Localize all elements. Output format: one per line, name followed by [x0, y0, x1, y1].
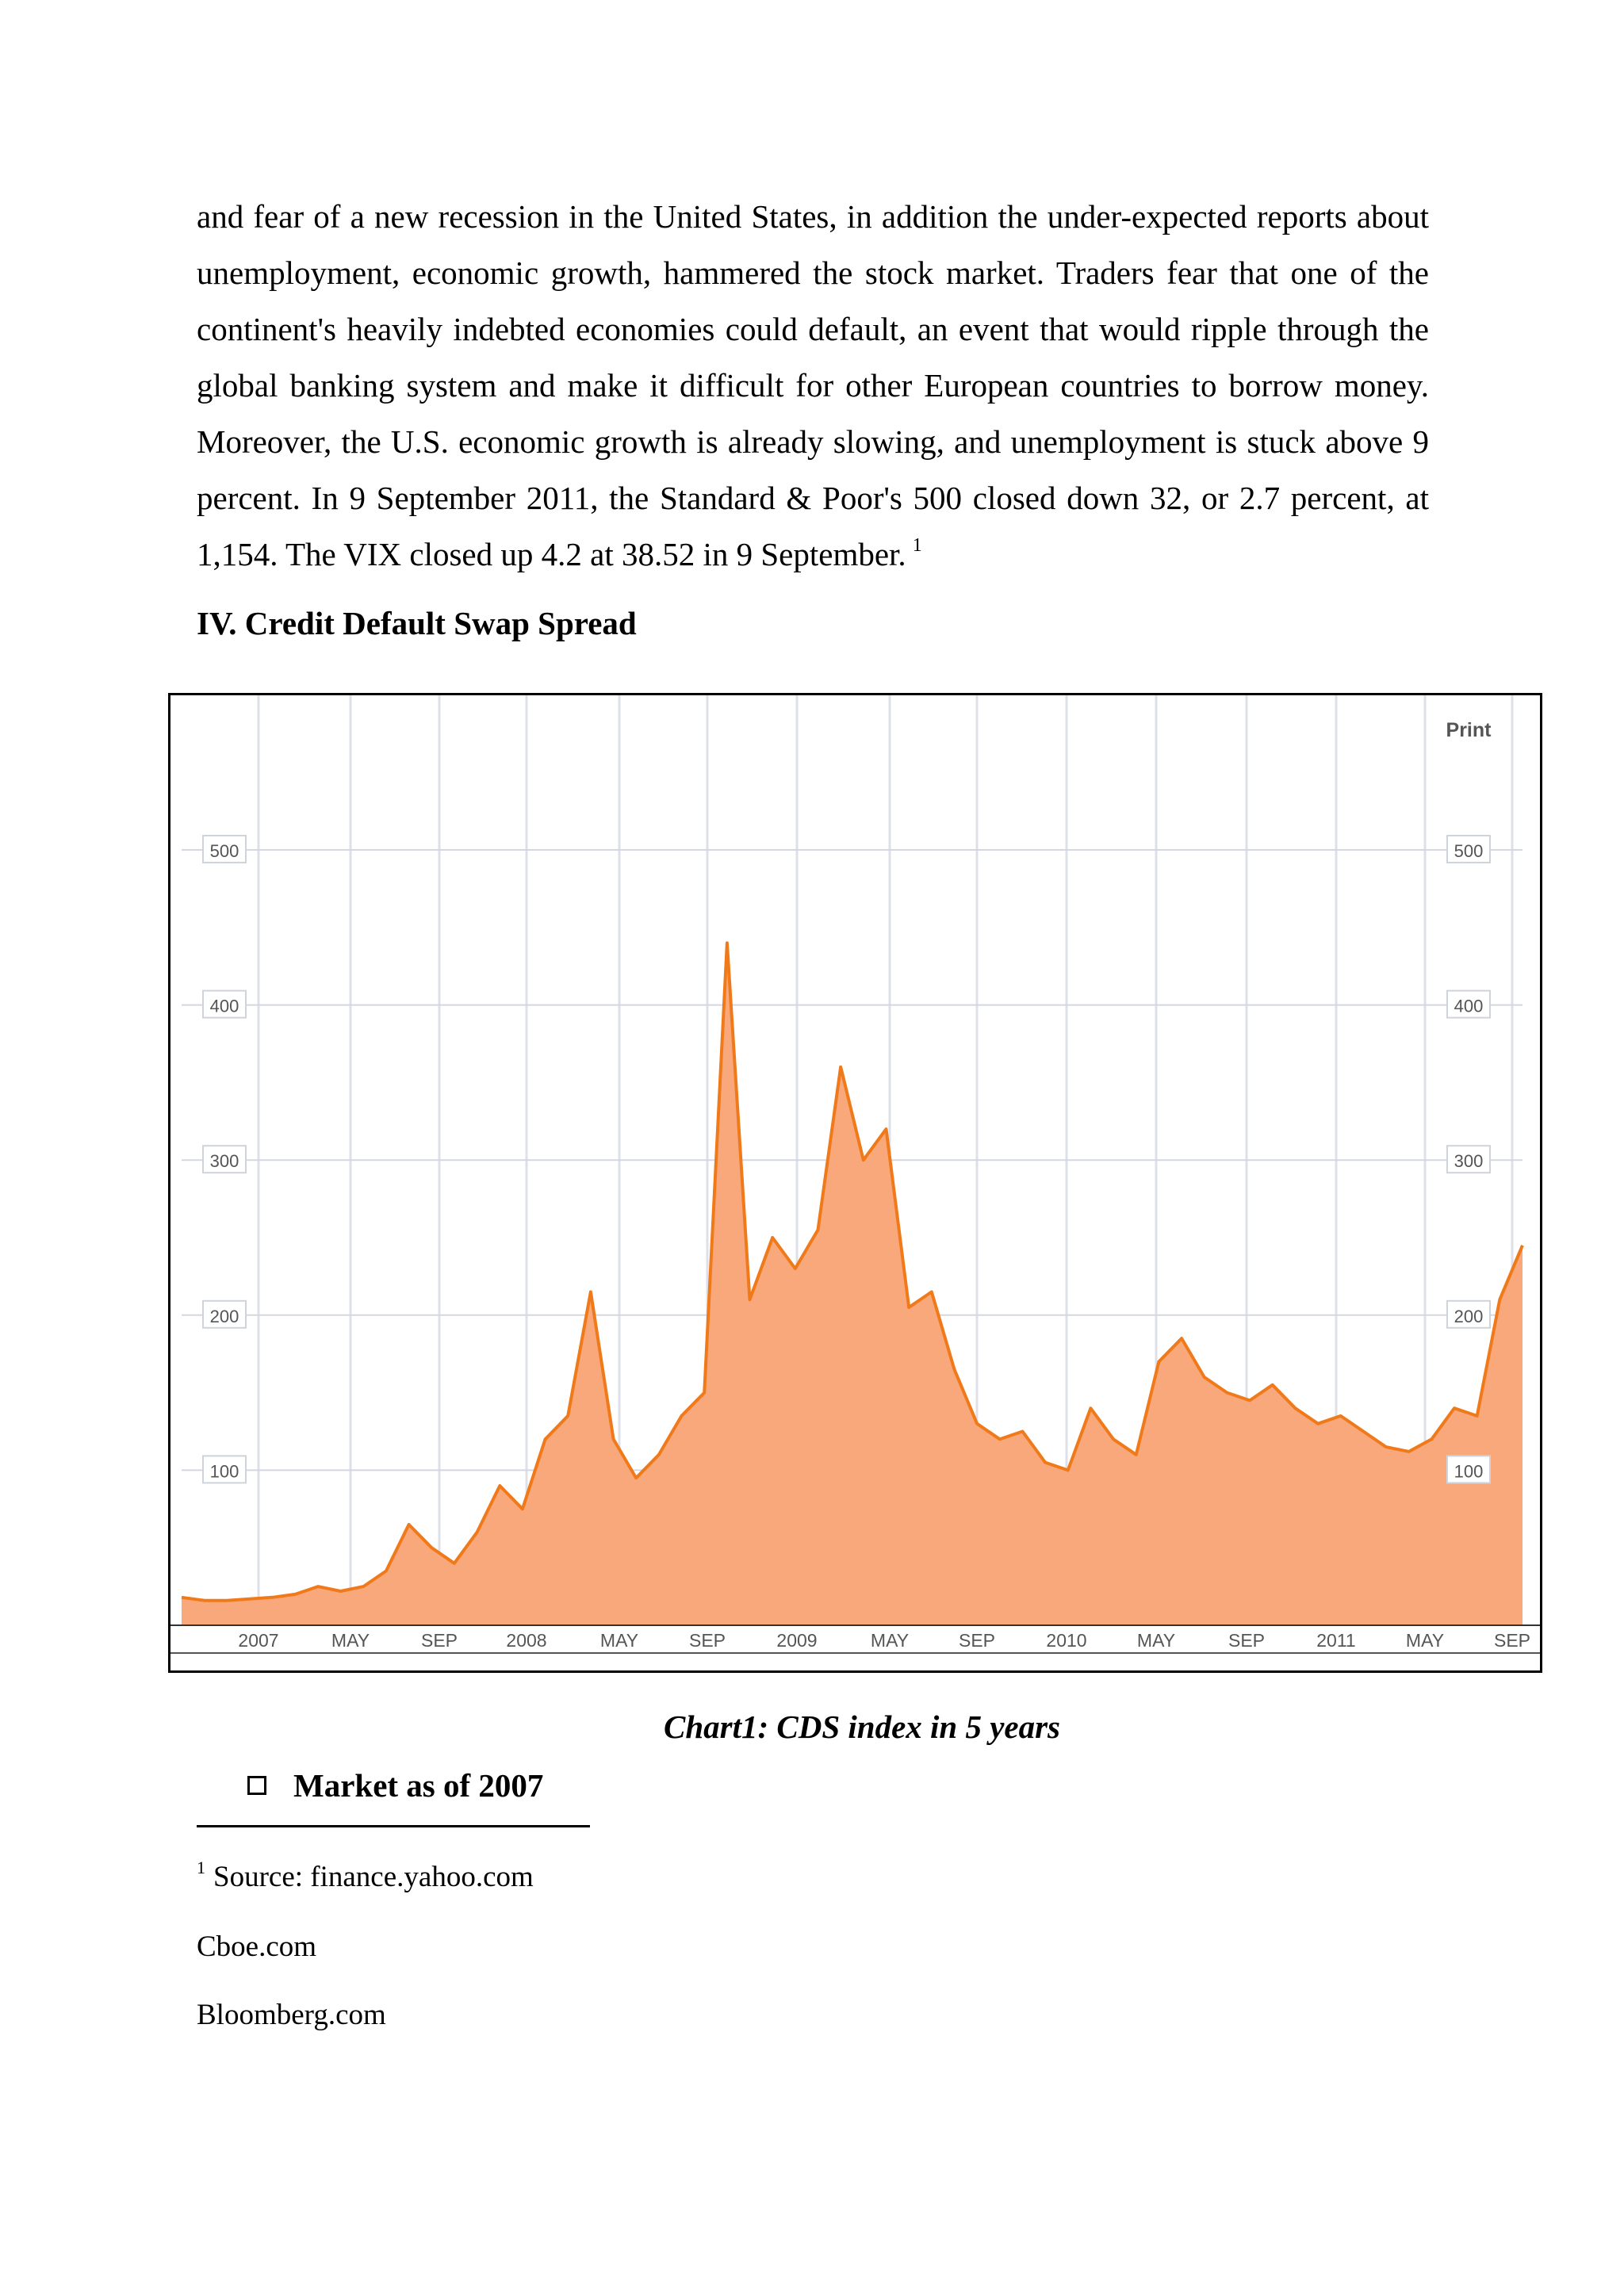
y-tick-label: 500 — [1454, 841, 1484, 861]
footnote-number: 1 — [197, 1858, 205, 1877]
x-tick-label: 2010 — [1046, 1630, 1086, 1651]
y-tick-label: 200 — [210, 1307, 239, 1326]
y-tick-labels-left: 100 200 300 400 500 — [202, 835, 247, 1484]
y-tick-box — [1446, 989, 1491, 1019]
x-tick-label: MAY — [1406, 1630, 1444, 1651]
x-tick-label: SEP — [421, 1630, 458, 1651]
bullet-label: Market as of 2007 — [293, 1767, 544, 1804]
paragraph-line: unemployment, economic growth, hammered … — [197, 254, 1429, 291]
cds-series-line — [181, 941, 1524, 1602]
cds-chart: 100 200 300 400 500 100 200 300 400 500 2007 MAY S… — [168, 693, 1542, 1673]
y-tick-box — [202, 1299, 247, 1329]
y-tick-box — [202, 989, 247, 1019]
paragraph-line: and fear of a new recession in the Unite… — [197, 198, 1429, 235]
x-tick-label: SEP — [959, 1630, 995, 1651]
paragraph-line: 1,154. The VIX closed up 4.2 at 38.52 in… — [197, 536, 906, 572]
x-tick-label: 2007 — [238, 1630, 278, 1651]
y-tick-label: 400 — [1454, 997, 1484, 1016]
y-tick-box — [1446, 835, 1491, 863]
y-tick-labels-right: 100 200 300 400 500 — [1446, 835, 1491, 1484]
x-tick-label: 2008 — [506, 1630, 546, 1651]
y-tick-label: 100 — [210, 1461, 239, 1481]
y-tick-box — [202, 1455, 247, 1484]
bullet-item: Market as of 2007 — [247, 1766, 543, 1804]
x-tick-label: MAY — [331, 1630, 370, 1651]
cds-chart-svg: 100 200 300 400 500 100 200 300 400 500 2007 MAY S… — [170, 695, 1540, 1654]
footnote-line-3: Bloomberg.com — [197, 1999, 386, 2031]
y-tick-label: 100 — [1454, 1461, 1484, 1481]
chart-caption: Chart1: CDS index in 5 years — [663, 1709, 1061, 1745]
y-tick-label: 300 — [1454, 1151, 1484, 1171]
paragraph-line: global banking system and make it diffic… — [197, 367, 1429, 404]
paragraph-line: continent's heavily indebted economies c… — [197, 311, 1429, 347]
y-tick-box — [1446, 1455, 1491, 1484]
y-tick-box — [202, 835, 247, 863]
y-tick-label: 300 — [210, 1151, 239, 1171]
x-tick-label: MAY — [871, 1630, 909, 1651]
x-tick-label: SEP — [1494, 1630, 1530, 1651]
x-tick-label: SEP — [689, 1630, 726, 1651]
y-tick-label: 400 — [210, 997, 239, 1016]
print-link[interactable]: Print — [1446, 719, 1492, 741]
x-tick-label: SEP — [1228, 1630, 1265, 1651]
body-paragraph: and fear of a new recession in the Unite… — [197, 189, 1429, 583]
x-tick-labels: 2007 MAY SEP 2008 MAY SEP 2009 MAY SEP 2010 MAY SEP… — [238, 1630, 1530, 1651]
cds-area-fill — [182, 943, 1522, 1625]
paragraph-line: percent. In 9 September 2011, the Standa… — [197, 480, 1429, 516]
y-tick-label: 200 — [1454, 1307, 1484, 1326]
footnote-1: 1 Source: finance.yahoo.com — [197, 1858, 534, 1894]
x-tick-label: MAY — [1137, 1630, 1175, 1651]
x-tick-label: MAY — [600, 1630, 638, 1651]
section-heading: IV. Credit Default Swap Spread — [197, 605, 637, 641]
footnote-marker[interactable]: 1 — [912, 535, 922, 556]
y-tick-box — [202, 1145, 247, 1174]
footnote-line-2: Cboe.com — [197, 1931, 317, 1963]
footnote-separator — [197, 1825, 590, 1827]
x-tick-label: 2009 — [776, 1630, 817, 1651]
y-tick-label: 500 — [210, 841, 239, 861]
footnote-source: Source: finance.yahoo.com — [213, 1861, 534, 1893]
paragraph-line: Moreover, the U.S. economic growth is al… — [197, 423, 1429, 460]
y-tick-box — [1446, 1299, 1491, 1329]
x-tick-label: 2011 — [1316, 1630, 1355, 1651]
checkbox-bullet-icon — [247, 1776, 266, 1795]
y-tick-box — [1446, 1145, 1491, 1174]
